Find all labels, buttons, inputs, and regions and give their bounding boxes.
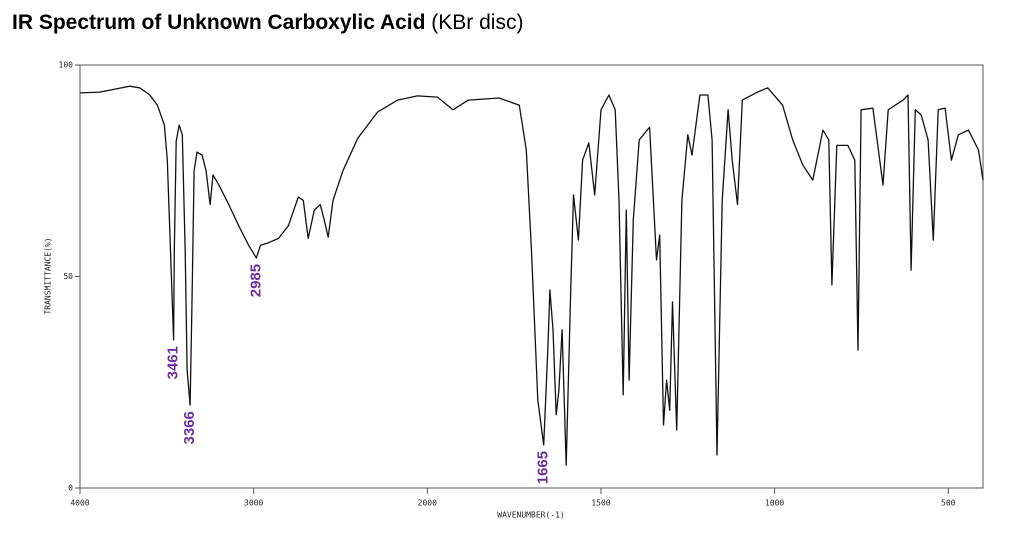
chart-subtitle: (KBr disc) (431, 11, 523, 34)
peak-label: 1665 (535, 451, 552, 484)
x-tick-label: 1500 (591, 499, 610, 508)
x-tick-label: 2000 (418, 499, 437, 508)
peak-label: 3366 (181, 411, 198, 444)
x-axis-label: WAVENUMBER(-1) (497, 511, 564, 520)
plot-frame (79, 64, 984, 489)
y-tick-label: 50 (63, 272, 73, 281)
x-tick-label: 1000 (765, 499, 784, 508)
peak-label: 3461 (165, 346, 182, 379)
x-tick-label: 3000 (244, 499, 263, 508)
y-tick-label: 100 (59, 61, 74, 70)
x-tick-label: 500 (941, 499, 956, 508)
x-tick-label: 4000 (70, 499, 89, 508)
chart-title: IR Spectrum of Unknown Carboxylic Acid (12, 11, 425, 34)
y-axis-label: TRANSMITTANCE(%) (44, 237, 53, 314)
peak-label: 2985 (247, 264, 264, 297)
y-tick-label: 0 (68, 484, 73, 493)
chart-title-group: IR Spectrum of Unknown Carboxylic Acid (… (12, 11, 523, 34)
spectrum-line (79, 85, 984, 466)
